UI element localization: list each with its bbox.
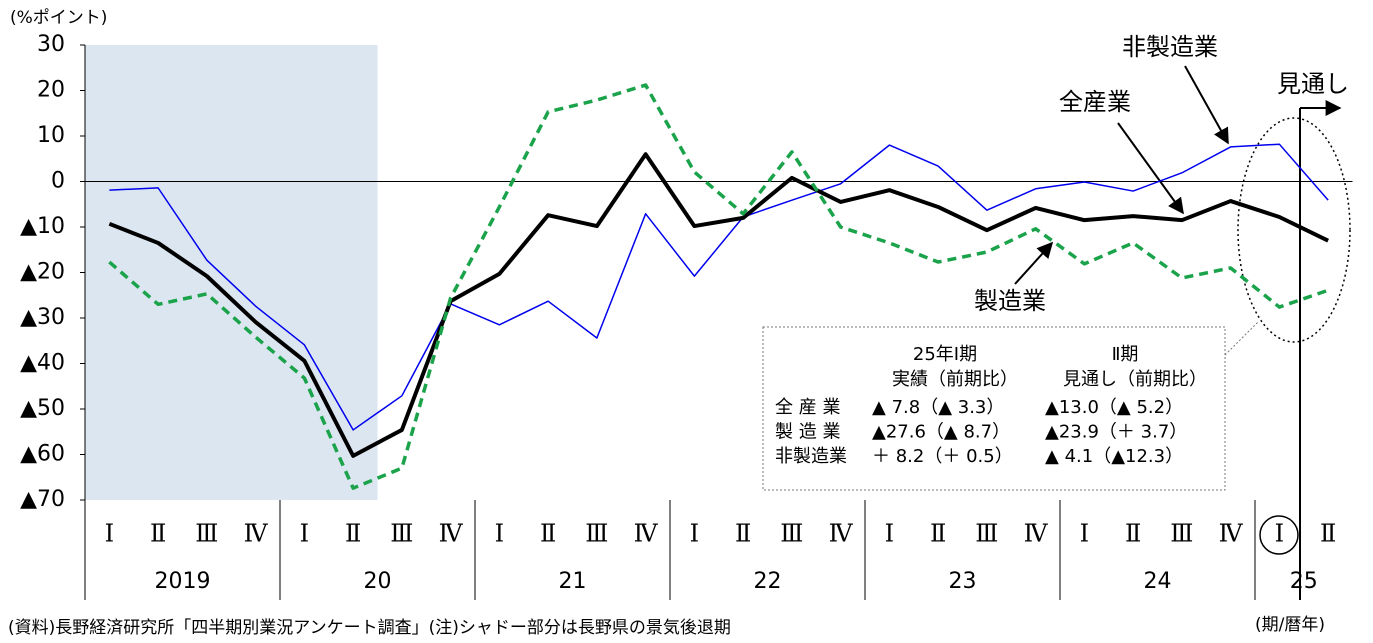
recession-shade xyxy=(85,45,378,500)
x-tick-label: Ⅱ xyxy=(735,520,751,548)
x-tick-label: Ⅰ xyxy=(885,520,894,548)
table-cell: ▲ 4.1（▲12.3） xyxy=(1045,446,1183,467)
table-box xyxy=(762,326,1226,491)
y-tick-label: ▲20 xyxy=(20,260,65,285)
x-tick-label: Ⅲ xyxy=(780,520,803,548)
year-label: 2019 xyxy=(155,569,211,594)
table-cell: 非製造業 xyxy=(775,446,847,467)
table-cell: ▲23.9（＋ 3.7） xyxy=(1045,422,1187,443)
y-tick-label: ▲10 xyxy=(20,214,65,239)
table-cell: ▲ 7.8（▲ 3.3） xyxy=(872,397,1004,418)
table-cell: 全 産 業 xyxy=(775,397,840,418)
y-tick-label: 20 xyxy=(37,78,65,103)
x-tick-label: Ⅰ xyxy=(690,520,699,548)
x-tick-label: Ⅳ xyxy=(244,520,269,548)
year-label: 25 xyxy=(1290,569,1318,594)
line-series xyxy=(108,83,1329,490)
table-cell: 製 造 業 xyxy=(775,422,840,443)
year-label: 23 xyxy=(949,569,977,594)
y-tick-label: 0 xyxy=(51,169,65,194)
highlight-circle xyxy=(1259,515,1299,555)
line-series xyxy=(109,143,1329,431)
x-tick-label: Ⅰ xyxy=(105,520,114,548)
x-tick-label: Ⅰ xyxy=(495,520,504,548)
year-label: 22 xyxy=(754,569,782,594)
highlight-ellipse xyxy=(1237,117,1351,343)
x-tick-label: Ⅲ xyxy=(195,520,218,548)
forecast-label: 見通し xyxy=(1277,70,1349,98)
x-tick-label: Ⅳ xyxy=(634,520,659,548)
x-tick-label: Ⅱ xyxy=(540,520,556,548)
y-tick-label: ▲70 xyxy=(20,487,65,512)
x-tick-label: Ⅱ xyxy=(930,520,946,548)
x-tick-label: Ⅳ xyxy=(1024,520,1049,548)
y-tick-label: ▲60 xyxy=(20,442,65,467)
label-all: 全産業 xyxy=(1059,88,1131,116)
arrow xyxy=(1117,122,1184,215)
label-manufacturing: 製造業 xyxy=(974,287,1046,315)
x-tick-label: Ⅲ xyxy=(1170,520,1193,548)
table-header: 25年Ⅰ期 xyxy=(913,344,977,365)
arrow xyxy=(1184,65,1229,145)
table-cell: ＋ 8.2（＋ 0.5） xyxy=(872,446,1013,467)
y-tick-label: ▲40 xyxy=(20,351,65,376)
y-tick-label: 30 xyxy=(37,32,65,57)
table-header: 見通し（前期比） xyxy=(1063,369,1207,390)
x-tick-label: Ⅳ xyxy=(439,520,464,548)
x-tick-label: Ⅲ xyxy=(585,520,608,548)
label-nonmanufacturing: 非製造業 xyxy=(1122,33,1218,61)
x-tick-label: Ⅳ xyxy=(829,520,854,548)
year-label: 20 xyxy=(364,569,392,594)
table-cell: ▲13.0（▲ 5.2） xyxy=(1045,397,1183,418)
source: (資料)長野経済研究所「四半期別業況アンケート調査」(注)シャドー部分は長野県の… xyxy=(8,618,731,638)
x-tick-label: Ⅳ xyxy=(1219,520,1244,548)
y-tick-label: ▲30 xyxy=(20,305,65,330)
table-header: Ⅱ期 xyxy=(1112,344,1139,365)
table-cell: ▲27.6（▲ 8.7） xyxy=(872,422,1010,443)
x-tick-label: Ⅰ xyxy=(300,520,309,548)
line-series xyxy=(108,152,1330,458)
x-tick-label: Ⅱ xyxy=(1125,520,1141,548)
x-unit-label: (期/暦年) xyxy=(1255,615,1325,635)
y-tick-label: ▲50 xyxy=(20,396,65,421)
year-label: 21 xyxy=(559,569,587,594)
table-header: 実績（前期比） xyxy=(892,369,1018,390)
x-tick-label: Ⅲ xyxy=(390,520,413,548)
x-tick-label: Ⅱ xyxy=(1320,520,1336,548)
x-tick-label: Ⅰ xyxy=(1275,520,1284,548)
unit-label: (%ポイント) xyxy=(10,8,107,28)
x-tick-label: Ⅱ xyxy=(150,520,166,548)
x-tick-label: Ⅱ xyxy=(345,520,361,548)
table-connector xyxy=(1224,321,1259,356)
x-tick-label: Ⅲ xyxy=(975,520,998,548)
x-tick-label: Ⅰ xyxy=(1080,520,1089,548)
year-label: 24 xyxy=(1144,569,1172,594)
y-tick-label: 10 xyxy=(37,123,65,148)
arrow xyxy=(1014,241,1054,285)
